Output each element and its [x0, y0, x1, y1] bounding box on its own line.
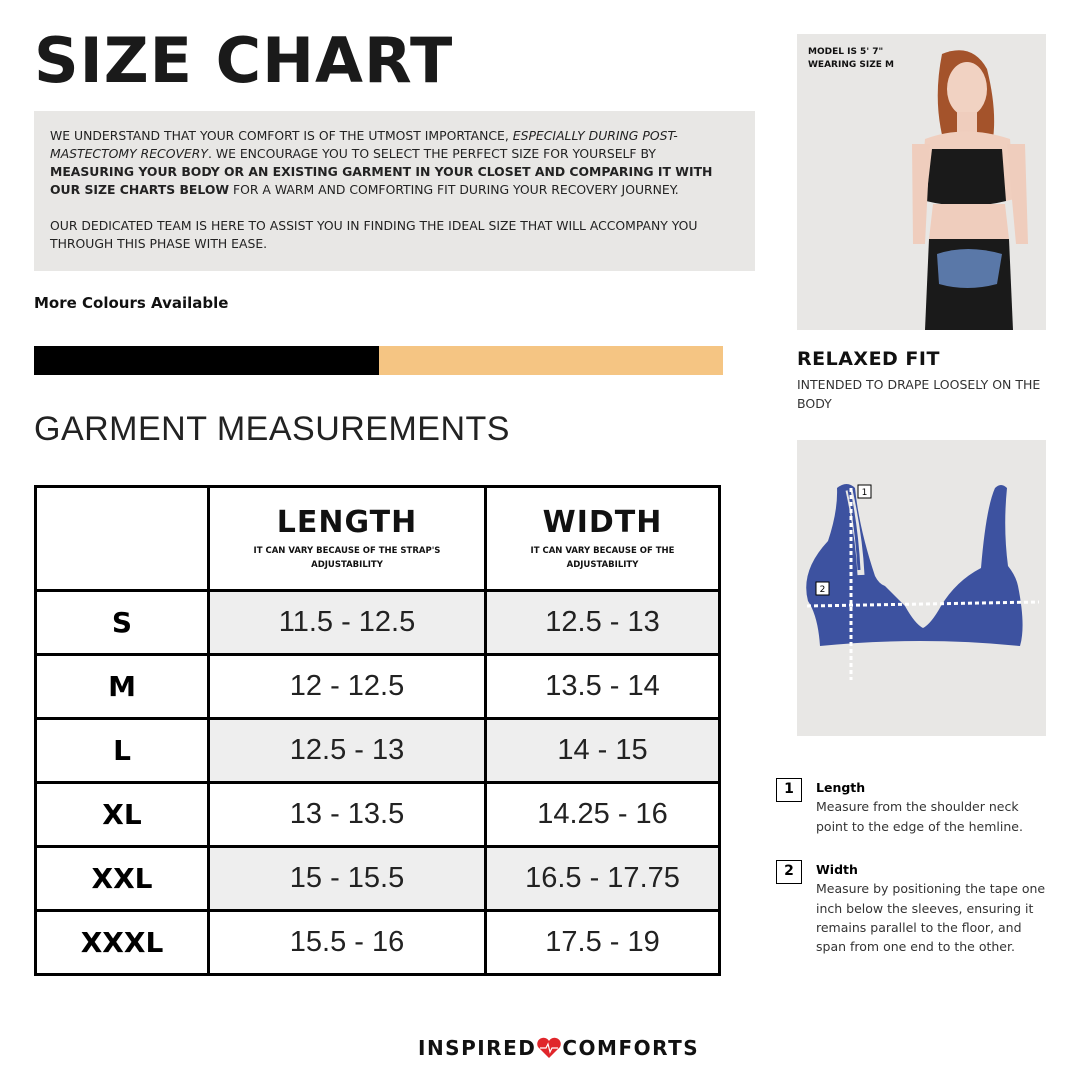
width-cell: 13.5 - 14: [484, 653, 721, 720]
colour-swatches: [34, 346, 723, 375]
marker-2: 2: [820, 585, 826, 595]
colour-swatch-tan[interactable]: [378, 346, 723, 375]
table-row: XXXL 15.5 - 16 17.5 - 19: [34, 909, 721, 976]
model-photo: [797, 34, 1046, 330]
fit-description: INTENDED TO DRAPE LOOSELY ON THE BODY: [797, 377, 1041, 411]
size-table: LENGTH IT CAN VARY BECAUSE OF THE STRAP'S…: [34, 485, 721, 976]
legend-length: 1 Length Measure from the shoulder neck p…: [776, 778, 1046, 836]
brand-logo: INSPIRED COMFORTS: [418, 1036, 700, 1060]
table-row: S 11.5 - 12.5 12.5 - 13: [34, 589, 721, 656]
width-cell: 16.5 - 17.75: [484, 845, 721, 912]
bra-diagram-image: 1 2: [806, 484, 1040, 680]
width-cell: 17.5 - 19: [484, 909, 721, 976]
intro-paragraph-1: WE UNDERSTAND THAT YOUR COMFORT IS OF TH…: [50, 128, 713, 197]
intro-box: WE UNDERSTAND THAT YOUR COMFORT IS OF TH…: [34, 111, 755, 271]
fit-title: RELAXED FIT: [797, 348, 940, 370]
length-cell: 15.5 - 16: [207, 909, 487, 976]
table-row: XXL 15 - 15.5 16.5 - 17.75: [34, 845, 721, 912]
size-cell: XXL: [34, 845, 210, 912]
table-row: M 12 - 12.5 13.5 - 14: [34, 653, 721, 720]
heart-icon: [537, 1037, 562, 1058]
width-cell: 14.25 - 16: [484, 781, 721, 848]
table-row: XL 13 - 13.5 14.25 - 16: [34, 781, 721, 848]
header-empty: [34, 485, 210, 592]
model-info: MODEL IS 5' 7" WEARING SIZE M: [808, 47, 894, 70]
length-cell: 13 - 13.5: [207, 781, 487, 848]
table-header-row: LENGTH IT CAN VARY BECAUSE OF THE STRAP'S…: [34, 485, 721, 592]
more-colours-label: More Colours Available: [34, 294, 229, 312]
legend-width: 2 Width Measure by positioning the tape o…: [776, 860, 1046, 956]
width-cell: 12.5 - 13: [484, 589, 721, 656]
page-title: SIZE CHART: [34, 24, 454, 97]
intro-paragraph-2: OUR DEDICATED TEAM IS HERE TO ASSIST YOU…: [50, 218, 698, 251]
length-cell: 11.5 - 12.5: [207, 589, 487, 656]
table-row: L 12.5 - 13 14 - 15: [34, 717, 721, 784]
size-cell: M: [34, 653, 210, 720]
garment-diagram: 1 2: [797, 440, 1046, 736]
marker-1: 1: [862, 488, 868, 498]
length-cell: 12.5 - 13: [207, 717, 487, 784]
length-cell: 15 - 15.5: [207, 845, 487, 912]
colour-swatch-black[interactable]: [34, 346, 379, 375]
width-cell: 14 - 15: [484, 717, 721, 784]
size-cell: S: [34, 589, 210, 656]
length-cell: 12 - 12.5: [207, 653, 487, 720]
header-width: WIDTH IT CAN VARY BECAUSE OF THE ADJUSTAB…: [484, 485, 721, 592]
section-title: GARMENT MEASUREMENTS: [34, 410, 510, 448]
size-cell: XXXL: [34, 909, 210, 976]
size-cell: XL: [34, 781, 210, 848]
size-cell: L: [34, 717, 210, 784]
header-length: LENGTH IT CAN VARY BECAUSE OF THE STRAP'S…: [207, 485, 487, 592]
model-figure-image: [912, 50, 1028, 330]
